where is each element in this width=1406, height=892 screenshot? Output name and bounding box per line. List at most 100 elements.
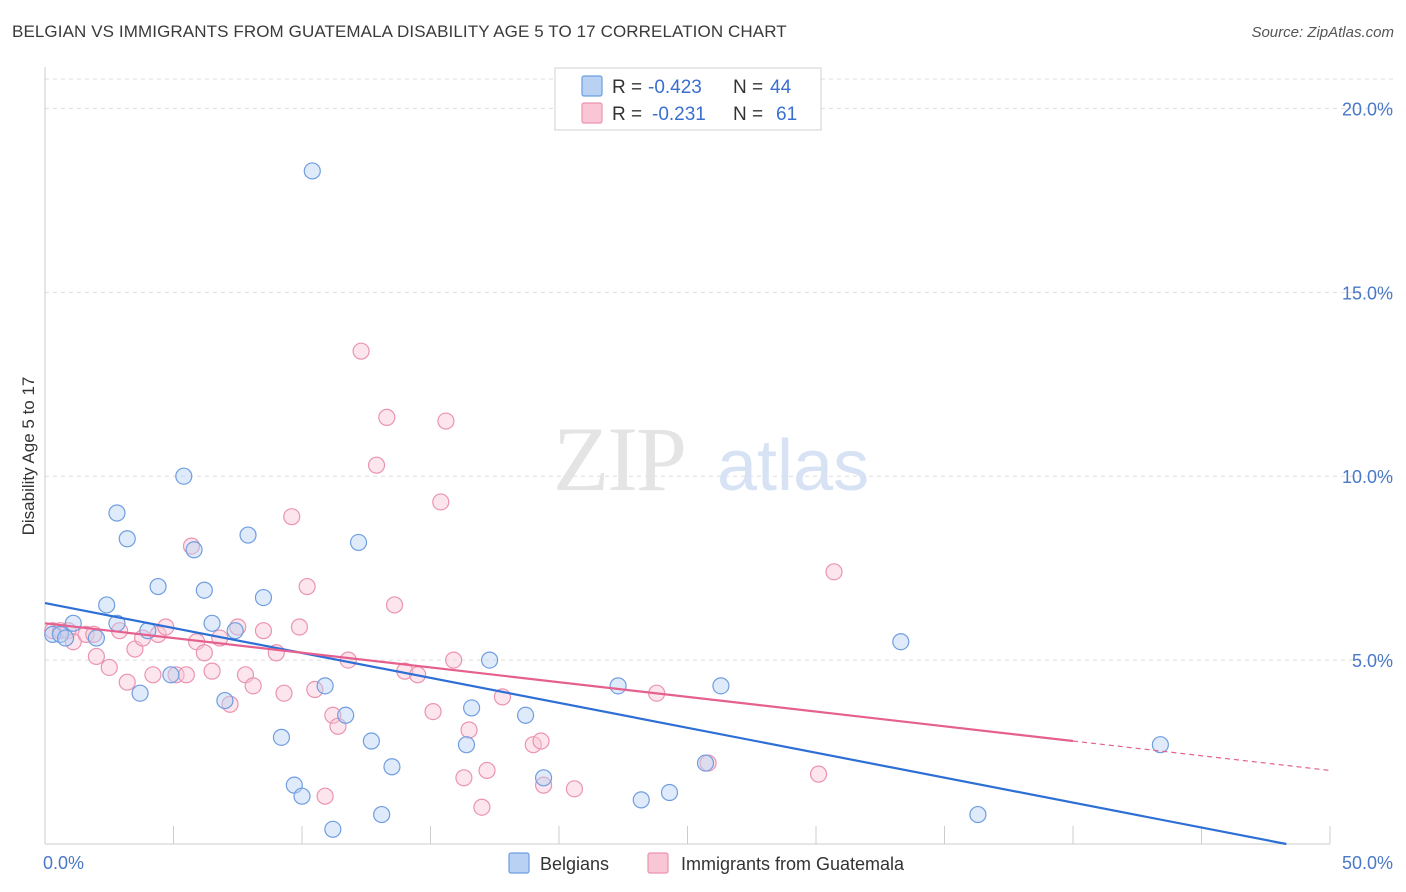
guatemala-point (478, 761, 496, 780)
belgian-point (696, 754, 715, 772)
guatemala-point (298, 577, 316, 596)
legend-n-value-1: 44 (770, 77, 792, 98)
guatemala-point (534, 776, 553, 794)
belgian-point (383, 758, 401, 776)
belgian-point (226, 622, 244, 640)
guatemala-point (244, 677, 262, 695)
guatemala-point (532, 732, 550, 750)
guatemala-trend-extension (1072, 740, 1331, 772)
guatemala-point (460, 721, 478, 739)
belgian-point (56, 629, 75, 647)
legend-swatch-belgians (581, 75, 603, 97)
guatemala-point (195, 644, 213, 662)
guatemala-point (100, 658, 118, 677)
guatemala-point (565, 780, 584, 798)
guatemala-point (352, 342, 370, 360)
belgian-point (609, 677, 627, 695)
grid-lines (45, 78, 1395, 661)
belgian-point (118, 530, 136, 548)
guatemala-point (445, 651, 463, 669)
guatemala-point (378, 408, 396, 426)
guatemala-point (424, 702, 442, 721)
legend-n-value-2: 61 (776, 104, 797, 125)
belgian-point (632, 791, 650, 809)
guatemala-point (283, 508, 301, 526)
guatemala-point (275, 684, 293, 702)
belgian-point (87, 629, 106, 647)
bottom-legend-swatch-guatemala (647, 852, 669, 874)
belgian-point (516, 706, 535, 724)
guatemala-point (324, 706, 342, 724)
y-tick-label: 20.0% (1342, 99, 1393, 119)
belgian-point (131, 684, 149, 702)
belgian-trend-line (44, 602, 1287, 846)
bottom-legend-guatemala: Immigrants from Guatemala (681, 854, 905, 874)
legend-n-label-1: N = (733, 77, 763, 98)
belgian-point (203, 614, 221, 632)
belgian-point (316, 677, 334, 695)
x-tick-label-min: 0.0% (43, 853, 84, 873)
belgian-point (712, 677, 730, 695)
guatemala-point (432, 493, 450, 511)
legend-r-value-2: -0.231 (652, 104, 706, 125)
belgian-point (373, 805, 391, 824)
legend-r-value-1: -0.423 (648, 77, 702, 98)
guatemala-point (87, 647, 106, 666)
belgian-point (195, 581, 213, 599)
guatemala-point (144, 666, 162, 684)
belgian-point (303, 162, 321, 180)
y-tick-label: 15.0% (1342, 283, 1393, 303)
belgian-point (457, 736, 476, 754)
guatemala-point (254, 622, 273, 640)
guatemala-point (385, 596, 404, 614)
belgian-point (162, 666, 180, 684)
y-axis-label: Disability Age 5 to 17 (19, 377, 38, 536)
legend-top: R = -0.423 N = 44 R = -0.231 N = 61 (554, 67, 822, 131)
guatemala-point (367, 456, 386, 474)
belgian-point (239, 526, 257, 544)
legend-r-label-2: R = (612, 104, 642, 125)
x-tick-label-max: 50.0% (1342, 853, 1393, 873)
guatemala-point (437, 412, 455, 430)
belgian-point (660, 783, 679, 802)
belgian-point (463, 699, 481, 717)
guatemala-point (118, 673, 136, 691)
belgian-point (481, 651, 499, 669)
belgian-point (969, 805, 987, 824)
belgian-point (362, 732, 380, 750)
belgian-point (534, 769, 553, 787)
belgian-point (892, 633, 910, 651)
belgian-point (175, 467, 193, 485)
legend-n-label-2: N = (733, 104, 763, 125)
belgian-point (64, 614, 82, 632)
guatemala-trend-line (44, 622, 1074, 743)
x-tick-labels: 0.0% 50.0% (43, 853, 1393, 873)
watermark-atlas: atlas (717, 426, 869, 506)
guatemala-point (825, 563, 843, 581)
guatemala-point (290, 618, 309, 636)
guatemala-point (203, 662, 221, 680)
source-label: Source: ZipAtlas.com (1251, 24, 1394, 41)
guatemala-point (809, 765, 828, 783)
watermark: ZIP atlas (553, 408, 869, 510)
belgian-point (293, 787, 311, 805)
legend-r-label-1: R = (612, 77, 642, 98)
guatemala-point (316, 787, 334, 805)
bottom-legend-belgians: Belgians (540, 854, 609, 874)
belgian-point (185, 541, 203, 559)
chart-title: BELGIAN VS IMMIGRANTS FROM GUATEMALA DIS… (12, 22, 787, 41)
watermark-zip: ZIP (553, 408, 685, 510)
belgian-point (349, 533, 368, 552)
legend-swatch-guatemala (581, 102, 603, 124)
belgian-point (98, 596, 116, 614)
belgian-point (216, 691, 234, 710)
belgian-point (254, 588, 273, 607)
guatemala-point (455, 769, 473, 787)
y-tick-labels: 5.0% 10.0% 15.0% 20.0% (1342, 99, 1393, 671)
belgian-point (1151, 736, 1169, 754)
belgian-point (324, 820, 342, 838)
y-tick-label: 10.0% (1342, 467, 1393, 487)
guatemala-point (473, 798, 491, 816)
guatemala-points (44, 342, 843, 816)
